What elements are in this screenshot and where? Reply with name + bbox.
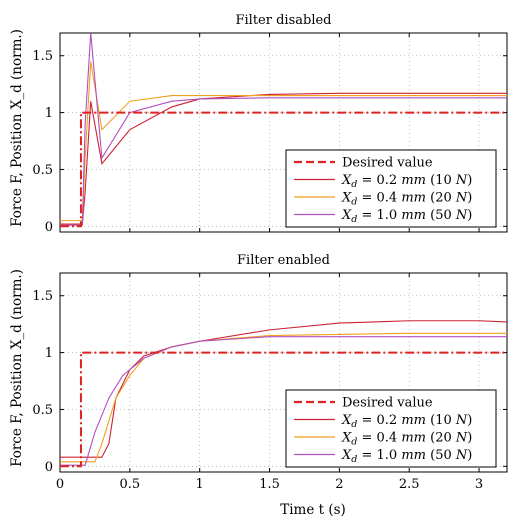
y-tick-label: 0 [45,460,53,475]
x-tick-label: 1 [196,477,204,492]
legend-label-1-2: Xd = 0.4 mm (20 N) [341,431,472,448]
series-line-x-d-0-4-mm-20-n [60,61,507,222]
x-tick-label: 0 [56,477,64,492]
chart-title: Filter disabled [236,13,332,28]
legend-label-0-1: Xd = 0.2 mm (10 N) [341,173,472,190]
x-tick-label: 2.5 [399,477,420,492]
y-axis-label-bottom: Force F, Position X_d (norm.) [9,269,25,467]
x-axis-label: Time t (s) [280,502,346,518]
legend-label-0-2: Xd = 0.4 mm (20 N) [341,191,472,208]
series-line-desired-value [60,351,507,468]
chart-title: Filter enabled [237,253,330,268]
x-tick-label: 1.5 [259,477,280,492]
y-tick-label: 0.5 [32,403,53,418]
y-tick-label: 1 [45,346,53,361]
chart-panel-filter-enabled: Filter enabled 0 0.5 1 1.5 2 2.5 3 0 0.5 1 1.5 Desir… [32,253,508,492]
y-tick-label: 0.5 [32,163,53,178]
y-axis-label-top: Force F, Position X_d (norm.) [9,29,25,227]
legend-label-1-0: Desired value [342,396,433,411]
series-line-desired-value [60,111,507,228]
series-line-x-d-0-2-mm-10-n [60,92,507,225]
y-tick-label: 1.5 [32,289,53,304]
y-tick-label: 1 [45,106,53,121]
legend-label-1-1: Xd = 0.2 mm (10 N) [341,413,472,430]
y-tick-label: 0 [45,220,53,235]
legend-label-1-3: Xd = 1.0 mm (50 N) [341,448,472,465]
x-tick-label: 0.5 [120,477,141,492]
x-tick-label: 2 [335,477,343,492]
series-line-x-d-1-0-mm-50-n [60,33,507,226]
series-line-x-d-1-0-mm-50-n [60,336,507,466]
x-tick-label: 3 [475,477,483,492]
legend-label-0-3: Xd = 1.0 mm (50 N) [341,208,472,225]
y-tick-label: 1.5 [32,49,53,64]
chart-panel-filter-disabled: Filter disabled 0 0.5 1 1.5 Desired value Xd =… [32,13,508,235]
legend-label-0-0: Desired value [342,156,433,171]
